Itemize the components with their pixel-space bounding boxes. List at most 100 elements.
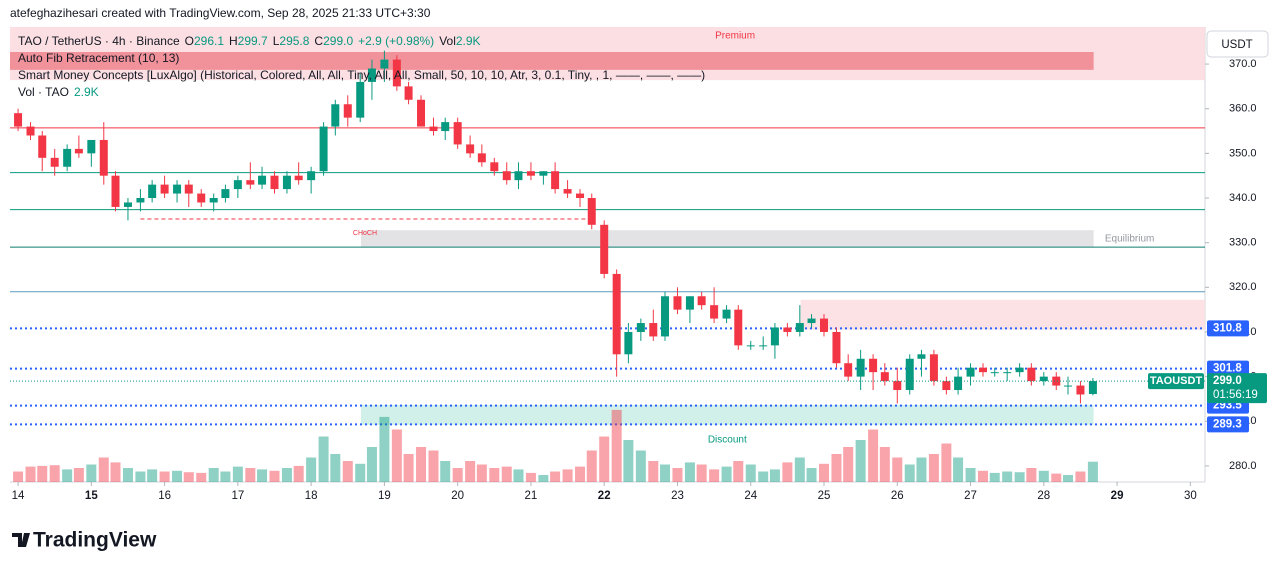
- x-tick-label: 22: [598, 490, 611, 502]
- brand: TradingView: [33, 529, 157, 552]
- currency-label[interactable]: USDT: [1221, 39, 1252, 51]
- volume-bar: [892, 457, 903, 482]
- candle-body: [600, 224, 609, 274]
- volume-bar: [428, 450, 439, 482]
- volume-bar: [794, 457, 805, 482]
- candle-body: [258, 175, 267, 185]
- candle-body: [880, 372, 889, 382]
- volume-bar: [306, 457, 317, 482]
- volume-bar: [1087, 461, 1098, 482]
- candle-body: [160, 184, 169, 194]
- volume-bar: [391, 429, 402, 482]
- volume-bar: [745, 464, 756, 482]
- volume-bar: [635, 450, 646, 482]
- candle-body: [282, 175, 291, 190]
- volume-bar: [550, 471, 561, 482]
- candle-body: [710, 305, 719, 319]
- volume-bar: [62, 469, 73, 482]
- volume-bar: [1038, 470, 1049, 482]
- volume-bar: [318, 436, 329, 482]
- candle-body: [1088, 381, 1097, 395]
- logo: TradingView: [12, 529, 157, 552]
- candle-body: [87, 139, 96, 154]
- volume-bar: [147, 469, 158, 482]
- volume-bar: [538, 475, 549, 482]
- header-part: +2.9 (+0.98%): [358, 34, 434, 48]
- candle-body: [477, 153, 486, 163]
- candle-body: [563, 189, 572, 194]
- volume-bar: [879, 447, 890, 482]
- candle-body: [539, 171, 548, 176]
- candle-body: [783, 327, 792, 332]
- candle-body: [661, 296, 670, 337]
- volume-bar: [342, 461, 353, 482]
- volume-bar: [293, 465, 304, 482]
- indicator-label: Auto Fib Retracement (10, 13): [18, 51, 179, 65]
- x-tick-label: 18: [305, 490, 318, 502]
- volume-bar: [1062, 475, 1073, 482]
- volume-bar: [684, 462, 695, 482]
- candle-body: [184, 184, 193, 194]
- candle-body: [307, 171, 316, 181]
- candle-body: [233, 180, 242, 190]
- volume-bar: [208, 468, 219, 482]
- candle-body: [636, 323, 645, 332]
- volume-bar: [281, 468, 292, 482]
- level-label: 310.8: [1213, 322, 1242, 334]
- candle-body: [820, 318, 829, 332]
- volume-value: 2.9K: [74, 85, 99, 99]
- candle-body: [209, 198, 218, 203]
- x-tick-label: 15: [85, 490, 98, 502]
- volume-bar: [562, 469, 573, 482]
- volume-bar: [196, 472, 207, 482]
- volume-name: Vol · TAO: [18, 85, 69, 99]
- candle-body: [123, 202, 132, 207]
- volume-bar: [989, 472, 1000, 482]
- header-part: 2.9K: [456, 34, 481, 48]
- candle-body: [356, 81, 365, 118]
- candle-body: [343, 104, 352, 118]
- volume-bar: [977, 470, 988, 482]
- volume-bar: [501, 466, 512, 482]
- x-tick-label: 24: [744, 490, 757, 502]
- candle-body: [929, 354, 938, 382]
- volume-bar: [416, 447, 427, 482]
- volume-bar: [269, 470, 280, 482]
- volume-bar: [98, 457, 109, 482]
- x-tick-label: 27: [964, 490, 977, 502]
- volume-bar: [513, 469, 524, 482]
- volume-bar: [122, 468, 133, 482]
- volume-bar: [13, 471, 24, 482]
- candle-body: [38, 135, 47, 158]
- volume-bar: [806, 468, 817, 482]
- x-tick-label: 26: [891, 490, 904, 502]
- header-part: 299.7: [238, 34, 268, 48]
- candle-body: [905, 358, 914, 391]
- candle-body: [514, 171, 523, 181]
- attribution: atefeghazihesari created with TradingVie…: [10, 6, 431, 20]
- volume-bar: [599, 436, 610, 482]
- candle-body: [697, 296, 706, 306]
- volume-bar: [465, 461, 476, 482]
- candle-body: [844, 363, 853, 377]
- candle-body: [392, 59, 401, 87]
- candle-body: [294, 175, 303, 181]
- candle-body: [441, 122, 450, 132]
- candle-body: [453, 122, 462, 145]
- candle-body: [148, 184, 157, 199]
- currency-button[interactable]: [1206, 30, 1269, 58]
- candle-body: [1003, 372, 1012, 374]
- level-badge: [1207, 360, 1249, 377]
- zone-label: Equilibrium: [1105, 233, 1154, 244]
- volume-bar: [819, 463, 830, 482]
- x-tick-label: 25: [818, 490, 831, 502]
- x-tick-label: 23: [671, 490, 684, 502]
- x-tick-label: 14: [12, 490, 25, 502]
- volume-bar: [110, 462, 121, 482]
- y-tick-label: 320.0: [1229, 281, 1257, 293]
- candle-body: [1052, 376, 1061, 386]
- x-tick-label: 20: [451, 490, 464, 502]
- candle-body: [490, 162, 499, 172]
